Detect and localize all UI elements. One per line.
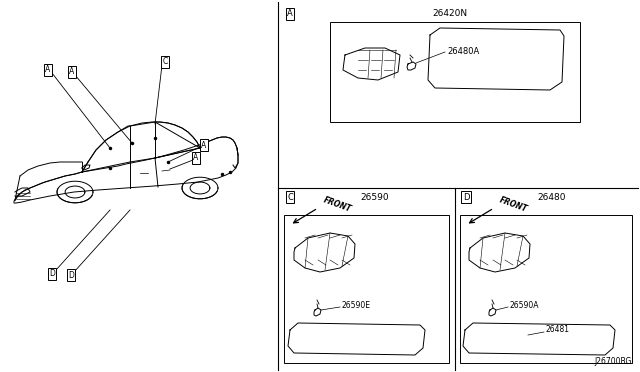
Text: A: A bbox=[69, 67, 75, 77]
Text: A: A bbox=[45, 65, 51, 74]
Bar bbox=[460, 215, 632, 363]
Text: D: D bbox=[49, 269, 55, 279]
Text: D: D bbox=[463, 192, 469, 202]
Text: J26700BG: J26700BG bbox=[595, 357, 632, 366]
Text: A: A bbox=[202, 141, 207, 150]
Text: 26420N: 26420N bbox=[433, 10, 468, 19]
Text: 26590: 26590 bbox=[361, 192, 389, 202]
Text: 26480: 26480 bbox=[538, 192, 566, 202]
Bar bbox=[284, 215, 449, 363]
Text: 26590A: 26590A bbox=[510, 301, 540, 311]
Text: 26480A: 26480A bbox=[447, 46, 479, 55]
Text: C: C bbox=[287, 192, 293, 202]
Text: A: A bbox=[287, 10, 293, 19]
Text: 26590E: 26590E bbox=[342, 301, 371, 311]
Bar bbox=[330, 22, 580, 122]
Text: A: A bbox=[193, 154, 198, 163]
Text: FRONT: FRONT bbox=[498, 196, 529, 214]
Text: C: C bbox=[163, 58, 168, 67]
Text: FRONT: FRONT bbox=[322, 196, 353, 214]
Text: 26481: 26481 bbox=[546, 326, 570, 334]
Text: D: D bbox=[68, 270, 74, 279]
